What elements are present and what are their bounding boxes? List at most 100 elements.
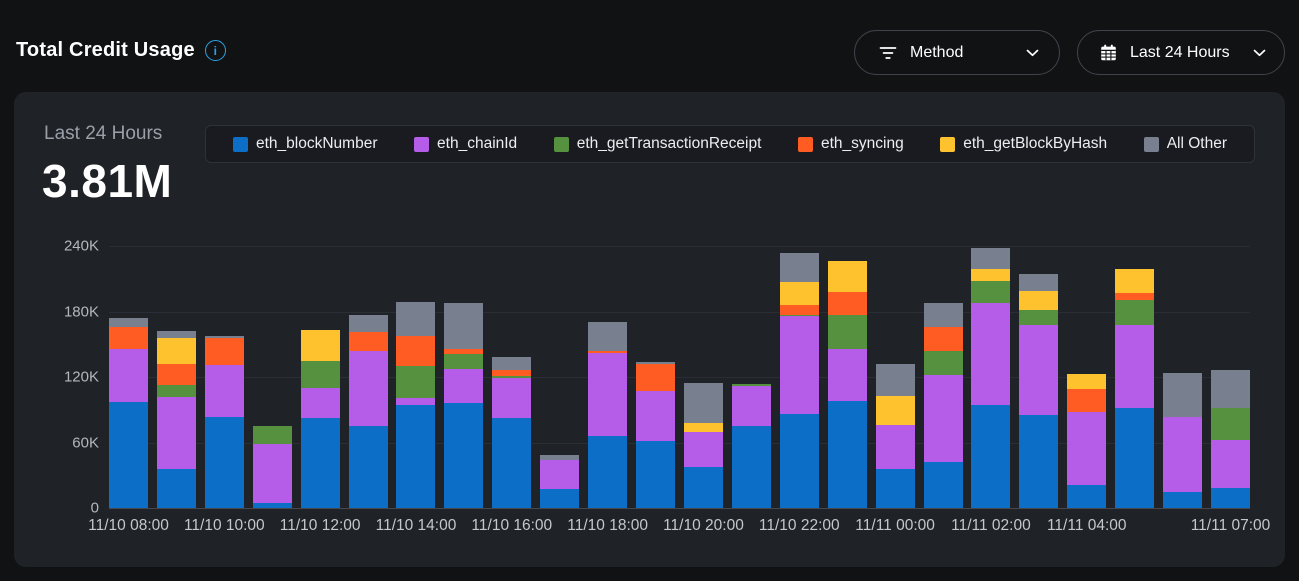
- bar-segment-eth_blockNumber[interactable]: [348, 426, 388, 508]
- bar-stack-11-11-05-00[interactable]: [1115, 268, 1155, 508]
- bar-segment-All Other[interactable]: [540, 454, 580, 460]
- bar-segment-eth_chainId[interactable]: [252, 443, 292, 503]
- bar-segment-eth_getTransactionReceipt[interactable]: [1019, 310, 1059, 325]
- bar-segment-All Other[interactable]: [109, 318, 148, 327]
- bar-segment-eth_getTransactionReceipt[interactable]: [923, 350, 963, 375]
- bar-stack-11-10-18-00[interactable]: [588, 322, 628, 508]
- bar-stack-11-11-01-00[interactable]: [923, 302, 963, 508]
- bar-segment-All Other[interactable]: [1211, 370, 1250, 408]
- bar-segment-eth_chainId[interactable]: [348, 350, 388, 427]
- bar-segment-eth_chainId[interactable]: [923, 374, 963, 463]
- bar-segment-All Other[interactable]: [588, 322, 628, 351]
- bar-segment-eth_syncing[interactable]: [204, 337, 244, 366]
- bar-segment-eth_getBlockByHash[interactable]: [300, 330, 340, 361]
- bar-segment-eth_syncing[interactable]: [444, 348, 484, 355]
- bar-segment-All Other[interactable]: [636, 361, 676, 364]
- bar-segment-eth_chainId[interactable]: [875, 425, 915, 469]
- bar-segment-eth_syncing[interactable]: [156, 363, 196, 385]
- bar-stack-11-10-12-00[interactable]: [300, 330, 340, 508]
- bar-segment-eth_getTransactionReceipt[interactable]: [779, 314, 819, 316]
- bar-segment-eth_blockNumber[interactable]: [444, 403, 484, 508]
- legend-item-eth_getBlockByHash[interactable]: eth_getBlockByHash: [940, 135, 1107, 153]
- bar-stack-11-10-14-00[interactable]: [396, 301, 436, 508]
- legend-item-eth_getTransactionReceipt[interactable]: eth_getTransactionReceipt: [553, 135, 761, 153]
- bar-segment-eth_getBlockByHash[interactable]: [1067, 373, 1107, 390]
- bar-stack-11-11-00-00[interactable]: [875, 363, 915, 508]
- bar-segment-eth_syncing[interactable]: [109, 326, 148, 349]
- bar-segment-eth_blockNumber[interactable]: [731, 426, 771, 508]
- bar-segment-eth_blockNumber[interactable]: [683, 466, 723, 508]
- bar-segment-eth_blockNumber[interactable]: [252, 502, 292, 508]
- bar-segment-All Other[interactable]: [683, 382, 723, 423]
- bar-segment-eth_syncing[interactable]: [492, 370, 532, 376]
- method-filter-dropdown[interactable]: Method: [854, 30, 1060, 75]
- bar-segment-eth_blockNumber[interactable]: [636, 441, 676, 508]
- bar-segment-eth_chainId[interactable]: [731, 385, 771, 427]
- bar-stack-11-10-22-00[interactable]: [779, 252, 819, 508]
- bar-segment-All Other[interactable]: [444, 302, 484, 349]
- bar-segment-eth_getTransactionReceipt[interactable]: [492, 375, 532, 379]
- info-icon[interactable]: i: [204, 40, 226, 61]
- bar-stack-11-10-11-00[interactable]: [252, 426, 292, 508]
- bar-segment-All Other[interactable]: [156, 331, 196, 338]
- bar-segment-eth_chainId[interactable]: [1067, 411, 1107, 486]
- bar-stack-11-11-03-00[interactable]: [1019, 274, 1059, 508]
- bar-segment-eth_getTransactionReceipt[interactable]: [827, 314, 867, 349]
- bar-segment-eth_chainId[interactable]: [109, 348, 148, 403]
- bar-segment-All Other[interactable]: [348, 314, 388, 333]
- bar-segment-eth_syncing[interactable]: [588, 350, 628, 353]
- bar-segment-All Other[interactable]: [204, 335, 244, 338]
- bar-stack-11-10-15-00[interactable]: [444, 302, 484, 508]
- bar-segment-eth_syncing[interactable]: [636, 363, 676, 392]
- bar-segment-eth_blockNumber[interactable]: [1115, 407, 1155, 508]
- bar-segment-All Other[interactable]: [875, 363, 915, 396]
- bar-segment-eth_getBlockByHash[interactable]: [875, 395, 915, 426]
- bar-segment-eth_getTransactionReceipt[interactable]: [396, 366, 436, 398]
- bar-segment-eth_syncing[interactable]: [1115, 292, 1155, 300]
- bar-segment-eth_chainId[interactable]: [1115, 324, 1155, 408]
- bar-stack-11-11-04-00[interactable]: [1067, 373, 1107, 508]
- bar-segment-eth_blockNumber[interactable]: [827, 401, 867, 508]
- bar-segment-eth_blockNumber[interactable]: [204, 417, 244, 508]
- bar-stack-11-10-21-00[interactable]: [731, 383, 771, 508]
- bar-segment-eth_getTransactionReceipt[interactable]: [971, 280, 1011, 303]
- bar-segment-eth_chainId[interactable]: [636, 391, 676, 442]
- bar-segment-eth_getTransactionReceipt[interactable]: [1115, 299, 1155, 325]
- bar-segment-eth_blockNumber[interactable]: [109, 402, 148, 508]
- bar-segment-eth_chainId[interactable]: [396, 397, 436, 406]
- bar-stack-11-10-17-00[interactable]: [540, 454, 580, 508]
- bar-segment-eth_blockNumber[interactable]: [779, 414, 819, 508]
- bar-segment-eth_getBlockByHash[interactable]: [827, 261, 867, 292]
- bar-stack-11-10-10-00[interactable]: [204, 335, 244, 508]
- bar-segment-eth_blockNumber[interactable]: [1211, 488, 1250, 508]
- bar-segment-eth_getTransactionReceipt[interactable]: [156, 384, 196, 397]
- bar-segment-All Other[interactable]: [971, 248, 1011, 269]
- bar-segment-eth_blockNumber[interactable]: [971, 405, 1011, 508]
- bar-segment-eth_chainId[interactable]: [444, 369, 484, 404]
- bar-segment-eth_chainId[interactable]: [779, 315, 819, 415]
- bar-segment-All Other[interactable]: [779, 252, 819, 283]
- bar-stack-11-10-16-00[interactable]: [492, 357, 532, 508]
- bar-stack-11-11-07-00[interactable]: [1211, 370, 1250, 508]
- bar-segment-All Other[interactable]: [492, 357, 532, 371]
- bar-segment-eth_blockNumber[interactable]: [1067, 485, 1107, 508]
- time-range-dropdown[interactable]: Last 24 Hours: [1077, 30, 1285, 75]
- bar-stack-11-10-13-00[interactable]: [348, 314, 388, 508]
- bar-segment-eth_blockNumber[interactable]: [923, 462, 963, 508]
- bar-stack-11-11-02-00[interactable]: [971, 248, 1011, 508]
- bar-segment-eth_getBlockByHash[interactable]: [683, 422, 723, 432]
- bar-segment-eth_blockNumber[interactable]: [1163, 491, 1203, 508]
- bar-segment-eth_chainId[interactable]: [683, 431, 723, 467]
- bar-segment-eth_getBlockByHash[interactable]: [971, 268, 1011, 281]
- bar-segment-eth_getBlockByHash[interactable]: [156, 337, 196, 364]
- bar-segment-eth_blockNumber[interactable]: [1019, 415, 1059, 508]
- bar-stack-11-10-20-00[interactable]: [683, 382, 723, 508]
- bar-segment-All Other[interactable]: [923, 302, 963, 327]
- legend-item-eth_syncing[interactable]: eth_syncing: [797, 135, 904, 153]
- bar-segment-eth_blockNumber[interactable]: [540, 489, 580, 508]
- bar-segment-eth_chainId[interactable]: [540, 459, 580, 490]
- bar-segment-eth_getTransactionReceipt[interactable]: [444, 354, 484, 370]
- bar-segment-eth_blockNumber[interactable]: [156, 468, 196, 508]
- bar-segment-eth_getTransactionReceipt[interactable]: [731, 383, 771, 386]
- bar-segment-eth_blockNumber[interactable]: [875, 468, 915, 508]
